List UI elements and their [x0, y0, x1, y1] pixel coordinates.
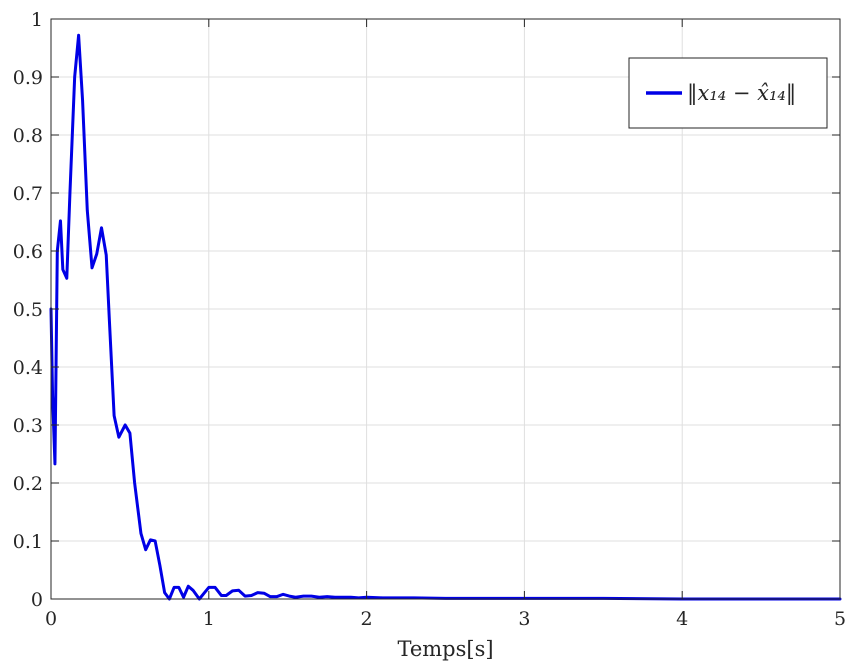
x-axis-label: Temps[s]	[397, 637, 493, 661]
x-tick-label: 2	[361, 608, 373, 630]
y-tick-label: 0.1	[13, 531, 43, 553]
x-tick-label: 3	[518, 608, 530, 630]
y-tick-label: 0.2	[13, 473, 43, 495]
y-tick-label: 0.6	[13, 241, 43, 263]
legend: ‖x₁₄ − x̂₁₄‖	[628, 57, 828, 129]
y-tick-label: 0.3	[13, 415, 43, 437]
x-tick-label: 1	[203, 608, 215, 630]
axes	[50, 18, 841, 600]
y-tick-label: 0	[31, 589, 43, 611]
y-tick-label: 0.8	[13, 125, 43, 147]
tick-labels: 0 1 2 3 4 5 0 0.1 0.2 0.3 0.4 0.5 0.6 0.7 0.8 0.9 1	[13, 9, 846, 630]
y-tick-label: 1	[31, 9, 43, 31]
y-tick-label: 0.7	[13, 183, 43, 205]
y-tick-label: 0.5	[13, 299, 43, 321]
x-tick-label: 4	[676, 608, 688, 630]
legend-label: ‖x₁₄ − x̂₁₄‖	[687, 81, 796, 106]
x-tick-label: 5	[834, 608, 846, 630]
x-tick-label: 0	[45, 608, 57, 630]
y-tick-label: 0.4	[13, 357, 43, 379]
y-tick-label: 0.9	[13, 67, 43, 89]
